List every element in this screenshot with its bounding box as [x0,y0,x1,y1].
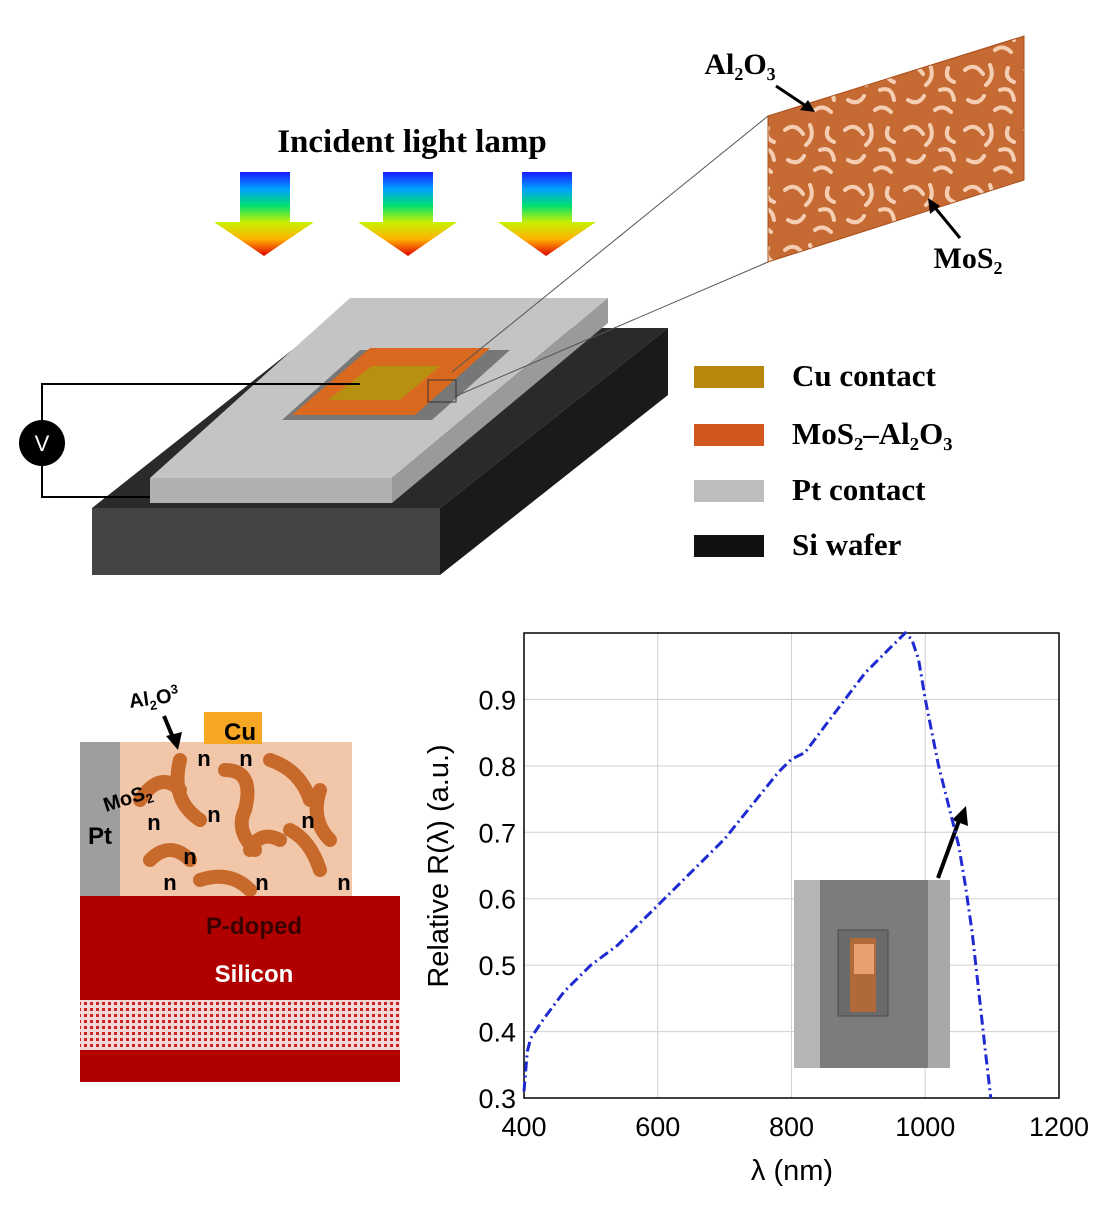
n-marker: n [337,870,350,895]
inset-arrowhead-mos2 [928,198,940,214]
schematic-title: Incident light lamp [277,124,547,160]
cs-al2o3-arrowhead [166,732,182,750]
cs-cu-label: Cu [224,719,256,746]
n-marker: n [239,746,252,771]
n-marker: n [207,802,220,827]
chart-xticks: 400 600 800 1000 1200 [501,1112,1089,1142]
silicon-label-1: P-doped [206,913,302,940]
n-markers: n n n n n n n n n [147,746,350,895]
silicon-substrate [80,896,400,1000]
voltmeter-label: V [35,431,50,456]
inset-label-al2o3: Al₂O₃ [704,48,775,81]
legend-label-pt: Pt contact [792,472,926,507]
y-tick-label: 0.4 [478,1018,516,1048]
y-axis-label: Relative R(λ) (a.u.) [423,744,455,987]
incident-arrow-2 [358,172,457,256]
chart-yticks: 0.3 0.4 0.5 0.6 0.7 0.8 0.9 [478,685,516,1114]
x-tick-label: 600 [635,1112,680,1142]
silicon-hatch [80,1000,400,1050]
legend-label-si: Si wafer [792,527,902,562]
n-marker: n [197,746,210,771]
mos2-flakes [133,753,337,897]
legend-label-cu: Cu contact [792,358,936,393]
incident-arrow-1 [214,172,314,256]
chart-grid [523,633,1060,1099]
x-tick-label: 1200 [1029,1112,1089,1142]
y-tick-label: 0.6 [478,885,516,915]
circuit-wire [41,383,360,498]
n-marker: n [147,810,160,835]
legend-swatch-mos2 [694,424,764,446]
y-tick-label: 0.7 [478,818,516,848]
chart: 400 600 800 1000 1200 0.30.40.50.60.70.80.9 … [423,630,1089,1187]
n-marker: n [163,870,176,895]
cs-pt-label: Pt [88,823,112,850]
incident-arrow-3 [498,172,596,256]
n-marker: n [255,870,268,895]
inset-texture-panel [767,35,1025,263]
series-line [522,630,993,1099]
inset-arrowhead-al2o3 [800,100,815,112]
n-marker: n [301,808,314,833]
chart-frame [523,632,1060,1099]
inset-label-mos2: MoS₂ [934,242,1003,275]
x-axis-label: λ (nm) [751,1155,833,1187]
pt-electrode [80,742,120,896]
y-tick-label: 0.9 [478,685,516,715]
legend: Cu contact MoS₂–Al₂O₃ Pt contact Si wafe… [694,358,953,562]
inset-photo [794,880,950,1068]
cross-section [80,712,400,1082]
inset-pointer-arrow [936,817,962,879]
zoom-lines [427,115,769,403]
x-tick-label: 800 [769,1112,814,1142]
silicon-bottom [80,1050,400,1082]
legend-swatch-pt [694,480,764,502]
cu-contact [328,366,440,400]
y-tick-label: 0.8 [478,752,516,782]
legend-swatch-si [694,535,764,557]
cu-electrode [204,712,262,744]
cs-al2o3-label: Al2O3 [127,681,180,716]
voltmeter [19,420,65,466]
x-tick-label: 1000 [895,1112,955,1142]
n-marker: n [183,844,196,869]
y-tick-label: 0.3 [478,1084,516,1114]
legend-label-mos2: MoS₂–Al₂O₃ [792,416,953,451]
legend-swatch-cu [694,366,764,388]
inset-arrow-mos2 [930,203,962,239]
y-tick-label: 0.5 [478,951,516,981]
x-tick-label: 400 [501,1112,546,1142]
silicon-label-2: Silicon [215,961,294,988]
inset-pointer-arrowhead [952,806,968,826]
